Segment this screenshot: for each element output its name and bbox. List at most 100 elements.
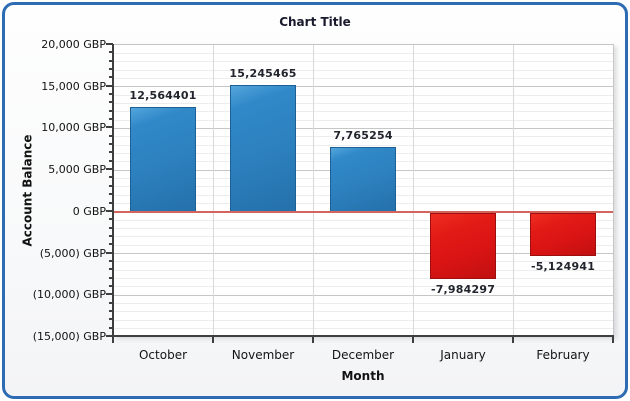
x-tick xyxy=(512,337,514,343)
minor-gridline xyxy=(113,52,613,54)
x-category-label: December xyxy=(331,348,395,362)
category-separator-line xyxy=(512,45,514,337)
y-minor-tick xyxy=(109,284,113,287)
y-major-tick xyxy=(106,251,113,254)
y-minor-tick xyxy=(109,318,113,321)
y-minor-tick xyxy=(109,118,113,121)
y-minor-tick xyxy=(109,159,113,162)
y-major-tick xyxy=(106,43,113,45)
y-major-tick xyxy=(106,209,113,212)
y-tick-label: 0 GBP xyxy=(72,204,106,218)
minor-gridline xyxy=(113,261,613,263)
minor-gridline xyxy=(113,69,613,71)
y-minor-tick xyxy=(109,309,113,312)
category-separator-line xyxy=(212,45,214,337)
bar-value-label: 12,564401 xyxy=(129,89,197,103)
bar-value-label: -7,984297 xyxy=(430,283,496,297)
minor-gridline xyxy=(113,311,613,313)
bar-value-label: -5,124941 xyxy=(530,259,596,273)
minor-gridline xyxy=(113,144,613,146)
bar-negative xyxy=(430,212,496,280)
x-tick xyxy=(112,337,114,343)
y-major-tick xyxy=(106,168,113,171)
y-minor-tick xyxy=(109,243,113,246)
y-minor-tick xyxy=(109,176,113,179)
y-tick-label: (15,000) GBP xyxy=(32,330,106,343)
major-gridline xyxy=(113,294,613,296)
x-tick xyxy=(412,337,414,343)
y-minor-tick xyxy=(109,226,113,229)
minor-gridline xyxy=(113,269,613,271)
y-minor-tick xyxy=(109,326,113,329)
minor-gridline xyxy=(113,102,613,104)
bar-positive xyxy=(130,107,196,212)
minor-gridline xyxy=(113,77,613,79)
y-tick-label: 5,000 GBP xyxy=(48,163,106,177)
minor-gridline xyxy=(113,119,613,121)
category-separator-line xyxy=(312,45,314,337)
y-tick-label: (10,000) GBP xyxy=(32,288,106,302)
category-separator-line xyxy=(412,45,414,337)
x-category-label: October xyxy=(138,348,188,362)
y-minor-tick xyxy=(109,93,113,96)
y-minor-tick xyxy=(109,76,113,79)
y-major-tick xyxy=(106,293,113,296)
y-minor-tick xyxy=(109,301,113,304)
x-tick xyxy=(612,337,614,343)
y-minor-tick xyxy=(109,193,113,196)
y-minor-tick xyxy=(109,51,113,54)
y-tick-label: (5,000) GBP xyxy=(39,246,106,260)
minor-gridline xyxy=(113,136,613,138)
y-minor-tick xyxy=(109,184,113,187)
bar-value-label: 7,765254 xyxy=(333,129,393,143)
y-minor-tick xyxy=(109,109,113,112)
x-tick xyxy=(212,337,214,343)
y-axis-line xyxy=(112,44,114,337)
minor-gridline xyxy=(113,286,613,288)
y-minor-tick xyxy=(109,259,113,262)
y-major-tick xyxy=(106,84,113,87)
bar-positive xyxy=(230,84,296,212)
x-category-label: November xyxy=(231,348,295,362)
y-major-tick xyxy=(106,335,113,337)
y-minor-tick xyxy=(109,234,113,237)
x-axis-title: Month xyxy=(341,369,385,383)
major-gridline xyxy=(113,127,613,129)
zero-baseline xyxy=(113,210,613,213)
y-minor-tick xyxy=(109,201,113,204)
minor-gridline xyxy=(113,236,613,238)
y-tick-label: 20,000 GBP xyxy=(41,38,106,51)
minor-gridline xyxy=(113,61,613,63)
bar-negative xyxy=(530,212,596,256)
x-category-label: January xyxy=(440,348,486,362)
plot-area xyxy=(113,44,614,337)
minor-gridline xyxy=(113,303,613,305)
y-minor-tick xyxy=(109,101,113,104)
y-minor-tick xyxy=(109,59,113,62)
y-minor-tick xyxy=(109,268,113,271)
minor-gridline xyxy=(113,319,613,321)
minor-gridline xyxy=(113,278,613,280)
y-tick-label: 15,000 GBP xyxy=(41,79,106,93)
y-tick-label: 10,000 GBP xyxy=(41,121,106,135)
x-tick xyxy=(312,337,314,343)
y-minor-tick xyxy=(109,276,113,279)
y-minor-tick xyxy=(109,218,113,221)
chart-title: Chart Title xyxy=(279,15,351,29)
y-major-tick xyxy=(106,126,113,129)
minor-gridline xyxy=(113,219,613,221)
x-category-label: February xyxy=(536,348,590,362)
y-minor-tick xyxy=(109,68,113,71)
minor-gridline xyxy=(113,228,613,230)
bar-value-label: 15,245465 xyxy=(229,66,297,80)
minor-gridline xyxy=(113,244,613,246)
major-gridline xyxy=(113,86,613,88)
y-minor-tick xyxy=(109,143,113,146)
x-axis-line xyxy=(112,335,614,337)
minor-gridline xyxy=(113,94,613,96)
minor-gridline xyxy=(113,328,613,330)
bar-positive xyxy=(330,147,396,212)
y-minor-tick xyxy=(109,134,113,137)
major-gridline xyxy=(113,253,613,255)
